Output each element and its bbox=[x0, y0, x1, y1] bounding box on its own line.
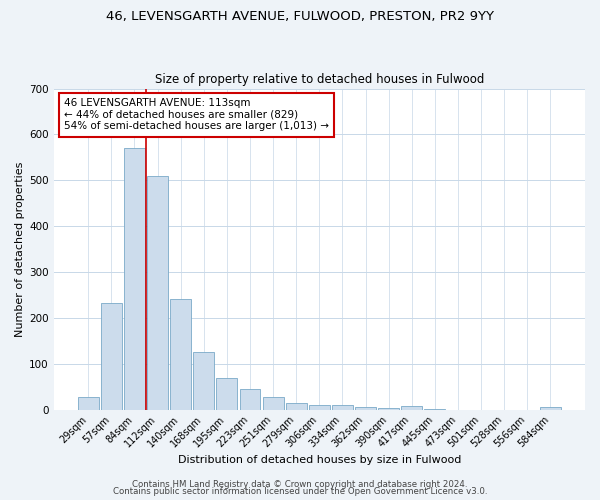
Bar bbox=[217, 378, 237, 410]
Bar bbox=[193, 352, 214, 410]
Bar bbox=[378, 408, 399, 410]
Bar bbox=[263, 398, 284, 409]
Text: 46, LEVENSGARTH AVENUE, FULWOOD, PRESTON, PR2 9YY: 46, LEVENSGARTH AVENUE, FULWOOD, PRESTON… bbox=[106, 10, 494, 23]
Title: Size of property relative to detached houses in Fulwood: Size of property relative to detached ho… bbox=[155, 73, 484, 86]
Bar bbox=[401, 406, 422, 409]
Bar bbox=[355, 408, 376, 410]
Bar bbox=[78, 397, 98, 409]
Bar bbox=[101, 303, 122, 410]
Bar bbox=[540, 407, 561, 410]
X-axis label: Distribution of detached houses by size in Fulwood: Distribution of detached houses by size … bbox=[178, 455, 461, 465]
Bar bbox=[124, 148, 145, 409]
Bar bbox=[170, 298, 191, 410]
Y-axis label: Number of detached properties: Number of detached properties bbox=[15, 162, 25, 337]
Bar bbox=[147, 176, 168, 410]
Text: Contains public sector information licensed under the Open Government Licence v3: Contains public sector information licen… bbox=[113, 487, 487, 496]
Bar bbox=[239, 389, 260, 409]
Bar bbox=[332, 404, 353, 409]
Text: 46 LEVENSGARTH AVENUE: 113sqm
← 44% of detached houses are smaller (829)
54% of : 46 LEVENSGARTH AVENUE: 113sqm ← 44% of d… bbox=[64, 98, 329, 132]
Text: Contains HM Land Registry data © Crown copyright and database right 2024.: Contains HM Land Registry data © Crown c… bbox=[132, 480, 468, 489]
Bar bbox=[309, 405, 330, 409]
Bar bbox=[286, 403, 307, 409]
